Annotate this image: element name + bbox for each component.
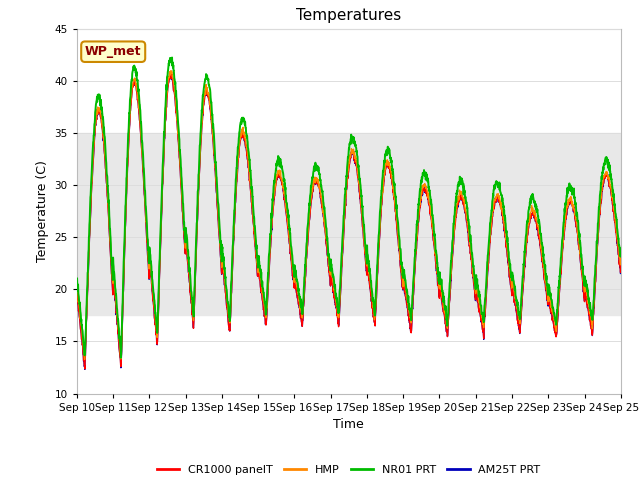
Y-axis label: Temperature (C): Temperature (C)	[36, 160, 49, 262]
Title: Temperatures: Temperatures	[296, 9, 401, 24]
X-axis label: Time: Time	[333, 418, 364, 431]
Bar	[77, 133, 621, 315]
Legend: CR1000 panelT, HMP, NR01 PRT, AM25T PRT: CR1000 panelT, HMP, NR01 PRT, AM25T PRT	[152, 460, 545, 479]
Text: WP_met: WP_met	[85, 45, 141, 58]
